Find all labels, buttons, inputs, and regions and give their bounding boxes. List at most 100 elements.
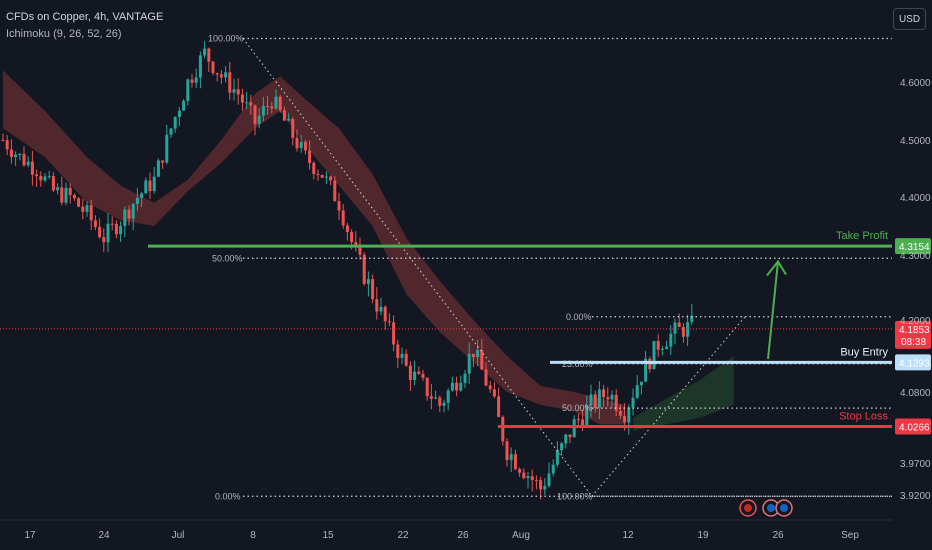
candle-body (329, 176, 333, 181)
candle-body (43, 176, 47, 181)
candle-body (497, 396, 501, 417)
candle-body (9, 149, 13, 157)
candle-body (644, 358, 648, 382)
candle-body (89, 205, 93, 221)
fib-level-label: 100.00% (557, 491, 593, 501)
candle-body (686, 322, 690, 337)
candle-body (64, 187, 68, 203)
candle-body (669, 333, 673, 347)
x-tick-label: 22 (397, 530, 409, 541)
candle-body (429, 396, 433, 399)
candle-body (631, 397, 635, 408)
candle-body (442, 402, 446, 406)
level-name: Stop Loss (839, 410, 888, 422)
candle-body (282, 110, 286, 121)
x-tick-label: Aug (512, 530, 530, 541)
candle-body (681, 327, 685, 337)
event-icon-dot (767, 504, 775, 512)
candle-body (396, 344, 400, 358)
candle-body (56, 187, 60, 191)
candle-body (144, 180, 148, 194)
candle-body (211, 61, 215, 74)
candle-body (98, 227, 102, 238)
candle-body (551, 464, 555, 474)
candle-body (295, 137, 299, 149)
level-name: Take Profit (836, 230, 888, 242)
candle-body (417, 371, 421, 374)
candle-body (484, 369, 488, 386)
candle-body (434, 397, 438, 399)
level-price-tag (895, 238, 931, 255)
candle-body (505, 441, 509, 461)
indicator-label[interactable]: Ichimoku (9, 26, 52, 26) (6, 28, 122, 40)
candle-body (568, 434, 572, 438)
x-tick-label: 12 (622, 530, 634, 541)
candle-body (660, 348, 664, 350)
fib-trend-line (591, 316, 746, 497)
candle-body (371, 279, 375, 300)
y-tick-label: 4.5000 (900, 136, 931, 147)
level-price-label: 4.3154 (899, 242, 930, 253)
candle-body (182, 100, 186, 111)
candle-body (324, 176, 328, 178)
candle-body (518, 468, 522, 473)
candle-body (560, 443, 564, 451)
candle-body (450, 382, 454, 391)
x-tick-label: 26 (457, 530, 469, 541)
candle-body (501, 416, 505, 442)
event-icon-dot (780, 504, 788, 512)
candle-body (1, 140, 5, 141)
candle-body (522, 472, 526, 479)
candle-body (5, 140, 9, 150)
candle-body (690, 315, 694, 323)
symbol-title[interactable]: CFDs on Copper, 4h, VANTAGE (6, 11, 164, 23)
candle-body (85, 205, 89, 212)
candle-body (161, 160, 165, 163)
x-tick-label: 8 (250, 530, 256, 541)
candle-body (270, 106, 274, 109)
candle-body (606, 397, 610, 400)
candle-body (186, 79, 190, 101)
candle-body (127, 209, 131, 219)
candle-body (362, 254, 366, 284)
candle-body (602, 389, 606, 398)
candle-body (308, 150, 312, 164)
candle-body (190, 79, 194, 83)
candle-body (652, 341, 656, 370)
x-tick-label: 15 (322, 530, 334, 541)
candle-body (476, 350, 480, 357)
candle-body (165, 134, 169, 163)
candle-body (623, 415, 627, 423)
fib-level-label: 50.00% (212, 253, 243, 263)
candle-body (72, 194, 76, 199)
level-name: Buy Entry (840, 346, 888, 358)
candle-body (77, 198, 81, 207)
candle-body (102, 237, 106, 243)
candle-body (635, 385, 639, 398)
candle-body (18, 153, 22, 155)
candle-body (35, 174, 39, 177)
candle-body (564, 434, 568, 444)
candle-body (194, 77, 198, 83)
candle-body (303, 141, 307, 151)
candle-body (299, 141, 303, 149)
candle-body (358, 247, 362, 255)
projection-arrow (767, 261, 779, 360)
x-tick-label: Sep (841, 530, 859, 541)
candle-body (581, 419, 585, 426)
candle-body (123, 209, 127, 226)
candle-body (257, 115, 261, 124)
candle-body (140, 193, 144, 198)
candle-body (392, 322, 396, 345)
candle-body (51, 175, 55, 191)
candle-body (30, 161, 34, 175)
candle-body (345, 225, 349, 233)
x-tick-label: 17 (24, 530, 36, 541)
currency-button[interactable]: USD (893, 8, 926, 30)
candle-body (253, 105, 257, 124)
candle-body (526, 476, 530, 479)
candle-body (513, 454, 517, 469)
candle-body (618, 410, 622, 416)
